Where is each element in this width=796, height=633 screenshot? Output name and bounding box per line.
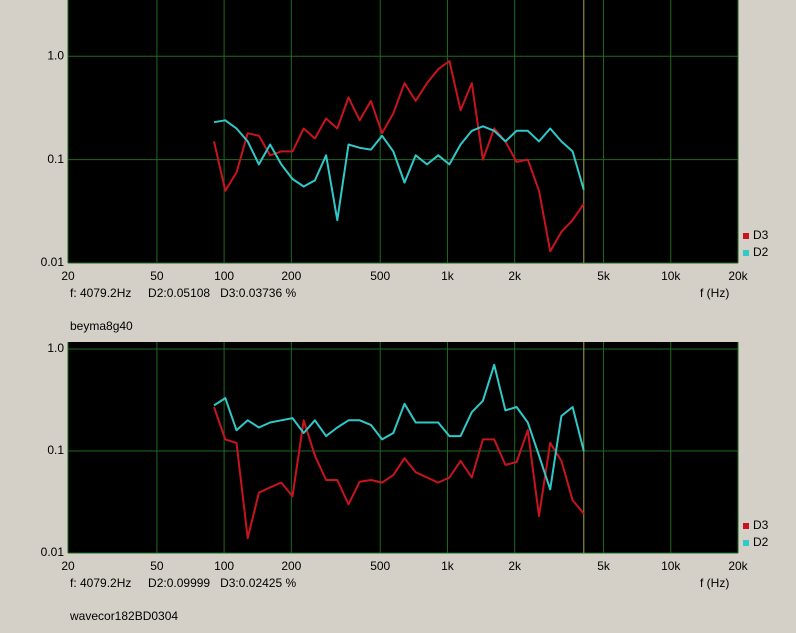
x-tick-label: 5k <box>597 559 611 573</box>
series-line <box>213 406 585 540</box>
x-tick-label: 200 <box>281 559 301 573</box>
cursor-readout: f: 4079.2Hz D2:0.09999 D3:0.02425 % <box>70 576 296 590</box>
x-tick-label: 20k <box>728 269 748 283</box>
x-tick-label: 100 <box>214 269 234 283</box>
legend-swatch <box>743 250 749 256</box>
legend-label: D3 <box>753 228 769 242</box>
series-line <box>213 119 585 222</box>
legend-label: D3 <box>753 518 769 532</box>
x-tick-label: 50 <box>150 269 164 283</box>
legend-label: D2 <box>753 245 769 259</box>
x-axis-label: f (Hz) <box>700 576 729 590</box>
x-tick-label: 10k <box>661 269 681 283</box>
legend-label: D2 <box>753 535 769 549</box>
plot-area <box>68 0 738 263</box>
x-tick-label: 200 <box>281 269 301 283</box>
y-tick-label: 0.01 <box>41 545 65 559</box>
plot-area <box>68 342 738 553</box>
x-tick-label: 500 <box>370 269 390 283</box>
x-tick-label: 50 <box>150 559 164 573</box>
x-tick-label: 10k <box>661 559 681 573</box>
x-tick-label: 2k <box>508 269 522 283</box>
x-tick-label: 1k <box>441 559 455 573</box>
y-tick-label: 0.01 <box>41 255 65 269</box>
cursor-readout: f: 4079.2Hz D2:0.05108 D3:0.03736 % <box>70 286 296 300</box>
legend-swatch <box>743 540 749 546</box>
y-tick-label: 0.1 <box>47 152 64 166</box>
series-line <box>213 363 585 491</box>
y-tick-label: 1.0 <box>47 48 64 62</box>
x-tick-label: 20 <box>61 559 75 573</box>
legend-swatch <box>743 233 749 239</box>
x-tick-label: 100 <box>214 559 234 573</box>
x-tick-label: 2k <box>508 559 522 573</box>
chart-caption: beyma8g40 <box>70 319 133 333</box>
x-tick-label: 5k <box>597 269 611 283</box>
x-tick-label: 1k <box>441 269 455 283</box>
legend-swatch <box>743 523 749 529</box>
y-tick-label: 1.0 <box>47 341 64 355</box>
x-axis-label: f (Hz) <box>700 286 729 300</box>
chart-caption: wavecor182BD0304 <box>69 609 178 623</box>
x-tick-label: 500 <box>370 559 390 573</box>
x-tick-label: 20 <box>61 269 75 283</box>
x-tick-label: 20k <box>728 559 748 573</box>
y-tick-label: 0.1 <box>47 443 64 457</box>
